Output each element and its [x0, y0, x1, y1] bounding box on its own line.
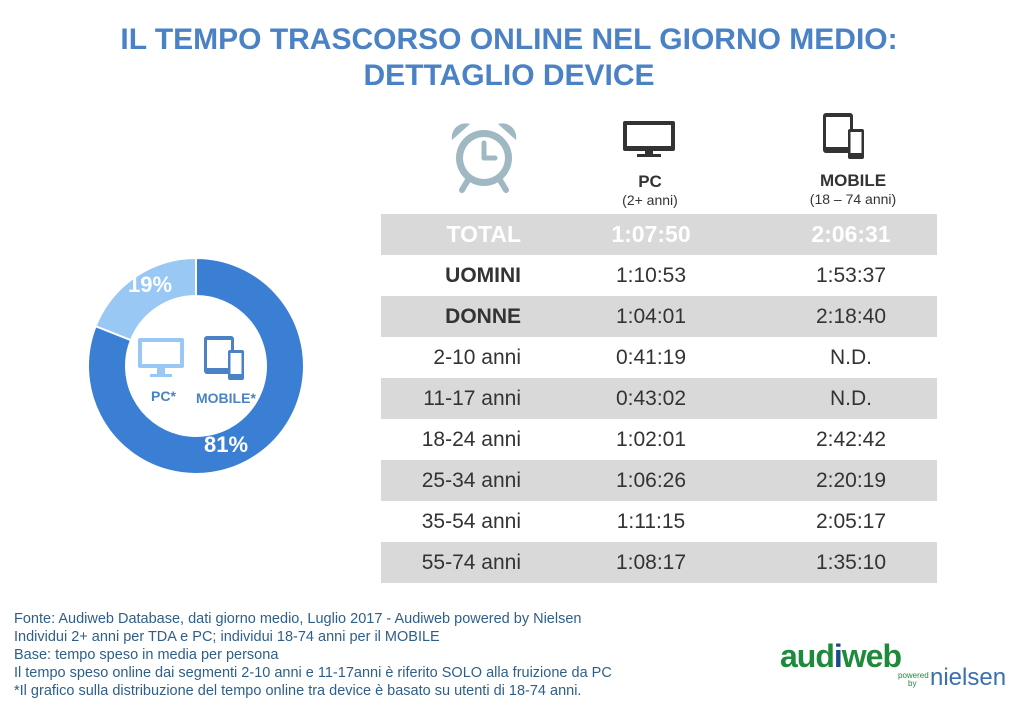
donut-slice-mobile — [87, 256, 305, 475]
footer-notes: Fonte: Audiweb Database, dati giorno med… — [14, 610, 612, 700]
pc-value: 1:10:53 — [615, 264, 687, 287]
footer-line: Individui 2+ anni per TDA e PC; individu… — [14, 629, 440, 645]
logo-aud: aud — [780, 638, 835, 674]
mobile-value: 2:20:19 — [815, 469, 887, 492]
pc-device-label: PC* — [151, 388, 176, 404]
row-label: 2-10 anni — [433, 346, 521, 369]
mobile-device-label: MOBILE* — [196, 390, 256, 406]
alarm-clock-icon — [451, 123, 517, 193]
mobile-value: 2:42:42 — [815, 428, 887, 451]
footer-line: Base: tempo speso in media per persona — [14, 647, 279, 663]
pc-value: 1:07:50 — [611, 221, 691, 247]
footer-line: Fonte: Audiweb Database, dati giorno med… — [14, 611, 582, 627]
mobile-column-name: MOBILE — [819, 171, 887, 190]
donut-chart — [87, 256, 305, 475]
donut-slice-pc — [94, 256, 197, 342]
pc-value: 1:08:17 — [615, 551, 687, 574]
table-row: 18-24 anni 1:02:01 2:42:42 — [381, 419, 937, 460]
mobile-value: 2:05:17 — [815, 510, 887, 533]
table-row: UOMINI 1:10:53 1:53:37 — [381, 255, 937, 296]
row-label: 11-17 anni — [423, 387, 521, 410]
pc-value: 0:43:02 — [615, 387, 687, 410]
mobile-value: 2:06:31 — [811, 221, 891, 247]
pc-column-sub: (2+ anni) — [622, 192, 678, 208]
row-label: 18-24 anni — [421, 428, 521, 451]
nielsen-wordmark: nielsen — [930, 664, 1007, 691]
logo-powered-by: powered by — [898, 672, 929, 688]
table-row: 11-17 anni 0:43:02 N.D. — [381, 378, 937, 419]
audiweb-nielsen-logo: audiweb powered by nielsen — [780, 638, 1010, 698]
mobile-value: N.D. — [830, 387, 872, 410]
mobile-value: 1:53:37 — [815, 264, 887, 287]
pc-value: 1:11:15 — [616, 510, 686, 533]
time-table: TOTAL 1:07:50 2:06:31 UOMINI 1:10:53 1:5… — [381, 214, 937, 583]
audiweb-wordmark: audiweb — [780, 638, 902, 675]
page-title-line1: IL TEMPO TRASCORSO ONLINE NEL GIORNO MED… — [120, 23, 898, 56]
pc-column-name: PC — [638, 172, 662, 191]
pc-column-header: PC (2+ anni) — [580, 172, 720, 208]
table-row: 2-10 anni 0:41:19 N.D. — [381, 337, 937, 378]
pc-pct-label: 19% — [128, 272, 173, 297]
table-row: 55-74 anni 1:08:17 1:35:10 — [381, 542, 937, 583]
pc-value: 1:04:01 — [615, 305, 687, 328]
row-label: UOMINI — [445, 264, 521, 287]
row-label: TOTAL — [446, 221, 521, 247]
mobile-value: 1:35:10 — [815, 551, 887, 574]
logo-i: i — [833, 638, 843, 674]
pc-header-icon — [623, 121, 675, 157]
table-row-total: TOTAL 1:07:50 2:06:31 — [381, 214, 937, 255]
pc-value: 0:41:19 — [615, 346, 687, 369]
page-title-line2: DETTAGLIO DEVICE — [363, 59, 655, 92]
logo-by-text: by — [908, 679, 917, 688]
table-row: 35-54 anni 1:11:15 2:05:17 — [381, 501, 937, 542]
row-label: 35-54 anni — [421, 510, 521, 533]
tablet-phone-icon — [204, 336, 244, 380]
pc-value: 1:02:01 — [615, 428, 687, 451]
mobile-pct-label: 81% — [204, 432, 249, 457]
footer-line: Il tempo speso online dai segmenti 2-10 … — [14, 665, 612, 681]
logo-web: web — [841, 638, 902, 674]
row-label: 55-74 anni — [421, 551, 521, 574]
mobile-value: N.D. — [830, 346, 872, 369]
monitor-icon — [138, 338, 184, 377]
mobile-value: 2:18:40 — [815, 305, 887, 328]
mobile-header-icon — [823, 113, 864, 159]
table-row: DONNE 1:04:01 2:18:40 — [381, 296, 937, 337]
row-label: 25-34 anni — [421, 469, 521, 492]
table-row: 25-34 anni 1:06:26 2:20:19 — [381, 460, 937, 501]
row-label: DONNE — [445, 305, 521, 328]
mobile-column-sub: (18 – 74 anni) — [809, 191, 897, 207]
footer-line: *Il grafico sulla distribuzione del temp… — [14, 683, 582, 699]
mobile-column-header: MOBILE (18 – 74 anni) — [783, 171, 923, 207]
logo-powered-text: powered — [898, 671, 929, 680]
pc-value: 1:06:26 — [615, 469, 687, 492]
